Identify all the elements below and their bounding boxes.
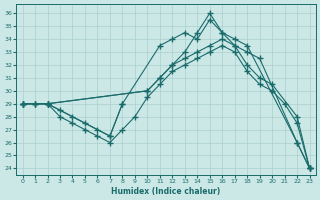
X-axis label: Humidex (Indice chaleur): Humidex (Indice chaleur)	[111, 187, 221, 196]
